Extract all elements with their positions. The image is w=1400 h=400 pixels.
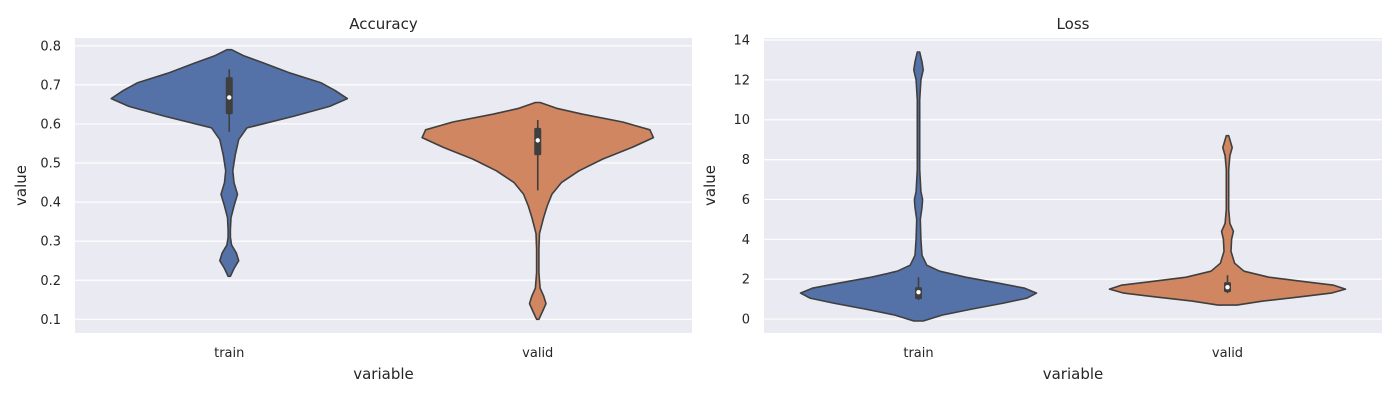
x-axis-label: variable	[353, 365, 414, 383]
y-tick-label: 4	[742, 233, 750, 248]
y-axis-label: value	[701, 165, 719, 206]
y-tick-label: 10	[733, 113, 750, 128]
y-tick-label: 12	[733, 73, 750, 88]
y-tick-label: 0.8	[40, 39, 61, 54]
y-tick-label: 8	[742, 153, 750, 168]
y-tick-label: 0	[742, 313, 750, 328]
chart-title: Accuracy	[349, 15, 418, 33]
loss-panel: 0 2 4 6 8 10 12 14 train valid Loss variable value	[701, 15, 1382, 383]
y-tick-label: 0.3	[40, 235, 61, 250]
y-tick-label: 6	[742, 193, 750, 208]
x-tick-label-train: train	[214, 346, 244, 361]
chart-title: Loss	[1057, 15, 1090, 33]
median-train	[916, 290, 920, 294]
y-axis-label: value	[12, 165, 30, 206]
y-tick-label: 0.6	[40, 117, 61, 132]
x-axis-label: variable	[1043, 365, 1104, 383]
y-tick-label: 2	[742, 273, 750, 288]
y-tick-label: 0.5	[40, 157, 61, 172]
x-tick-label-valid: valid	[1212, 346, 1243, 361]
y-tick-label: 0.1	[40, 313, 61, 328]
median-train	[227, 95, 231, 99]
y-tick-label: 0.7	[40, 78, 61, 93]
y-tick-label: 14	[733, 33, 750, 48]
x-tick-label-valid: valid	[522, 346, 553, 361]
median-valid	[1225, 285, 1229, 289]
accuracy-panel: 0.1 0.2 0.3 0.4 0.5 0.6 0.7 0.8 train valid Accura…	[12, 15, 692, 383]
median-valid	[536, 138, 540, 142]
x-tick-label-train: train	[903, 346, 933, 361]
y-tick-label: 0.4	[40, 196, 61, 211]
y-tick-label: 0.2	[40, 274, 61, 289]
